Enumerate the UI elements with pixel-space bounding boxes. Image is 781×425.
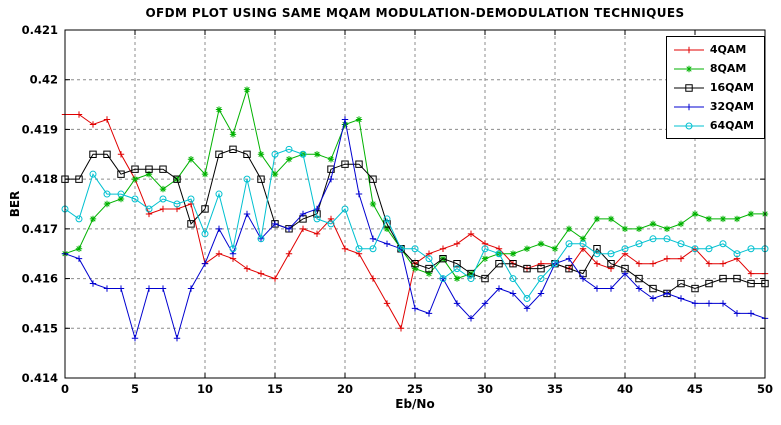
y-tick-label: 0.416 (22, 272, 58, 286)
legend-label-64QAM: 64QAM (709, 119, 754, 132)
x-tick-label: 35 (547, 382, 563, 396)
x-tick-label: 30 (477, 382, 493, 396)
markers-64QAM (61, 145, 769, 302)
legend-label-16QAM: 16QAM (709, 81, 754, 94)
x-tick-label: 20 (337, 382, 353, 396)
y-tick-label: 0.419 (22, 122, 58, 136)
y-tick-labels: 0.414 0.415 0.416 0.417 0.418 0.419 0.42 0.421 (22, 23, 58, 385)
legend-marker-4QAM (673, 46, 704, 53)
x-tick-label: 15 (267, 382, 283, 396)
legend-marker-16QAM (673, 83, 704, 92)
legend-item-32QAM: 32QAM (672, 98, 754, 115)
legend-box: 4QAM 8QAM 16QAM 32QAM 64QAM (665, 36, 765, 139)
legend-marker-64QAM (673, 122, 704, 129)
x-tick-label: 5 (131, 382, 139, 396)
y-tick-label: 0.415 (22, 321, 58, 335)
legend-marker-8QAM (673, 65, 704, 72)
y-tick-label: 0.421 (22, 23, 58, 37)
x-tick-label: 50 (757, 382, 773, 396)
chart-title: OFDM PLOT USING SAME MQAM MODULATION-DEM… (145, 6, 685, 20)
legend-label-8QAM: 8QAM (709, 62, 747, 75)
x-tick-label: 0 (61, 382, 69, 396)
markers-32QAM (61, 116, 769, 342)
y-tick-label: 0.418 (22, 172, 58, 186)
series-64QAM (61, 145, 769, 302)
x-tick-label: 45 (687, 382, 703, 396)
markers-4QAM (61, 111, 769, 332)
y-tick-label: 0.42 (30, 73, 58, 87)
x-tick-label: 10 (197, 382, 213, 396)
legend-item-64QAM: 64QAM (672, 117, 754, 134)
legend-item-8QAM: 8QAM (672, 60, 754, 77)
legend-item-16QAM: 16QAM (672, 79, 754, 96)
tick-marks (64, 29, 766, 379)
legend-label-4QAM: 4QAM (709, 43, 747, 56)
y-tick-label: 0.417 (22, 222, 58, 236)
legend-item-4QAM: 4QAM (672, 41, 754, 58)
legend-marker-32QAM (673, 103, 704, 110)
series-8QAM (61, 86, 769, 282)
x-tick-labels: 0 5 10 15 20 25 30 35 40 45 50 (61, 382, 773, 396)
series-32QAM (61, 116, 769, 342)
y-tick-label: 0.414 (22, 371, 58, 385)
legend-label-32QAM: 32QAM (709, 100, 754, 113)
x-tick-label: 40 (617, 382, 633, 396)
x-axis-label: Eb/No (395, 397, 435, 411)
grid-lines (65, 30, 765, 378)
x-tick-label: 25 (407, 382, 423, 396)
